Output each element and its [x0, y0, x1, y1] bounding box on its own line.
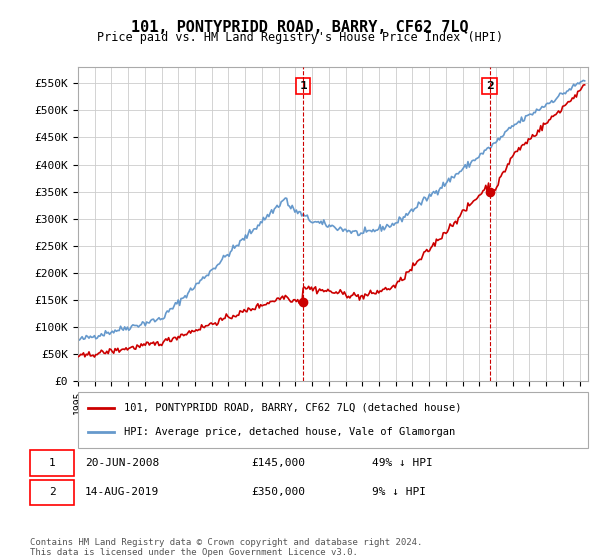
- Text: Contains HM Land Registry data © Crown copyright and database right 2024.
This d: Contains HM Land Registry data © Crown c…: [30, 538, 422, 557]
- Text: 2: 2: [49, 487, 55, 497]
- Text: Price paid vs. HM Land Registry's House Price Index (HPI): Price paid vs. HM Land Registry's House …: [97, 31, 503, 44]
- Text: 20-JUN-2008: 20-JUN-2008: [85, 458, 160, 468]
- Text: 49% ↓ HPI: 49% ↓ HPI: [372, 458, 433, 468]
- Text: 14-AUG-2019: 14-AUG-2019: [85, 487, 160, 497]
- Text: 2: 2: [486, 81, 494, 91]
- FancyBboxPatch shape: [30, 479, 74, 505]
- Text: 9% ↓ HPI: 9% ↓ HPI: [372, 487, 426, 497]
- Text: 101, PONTYPRIDD ROAD, BARRY, CF62 7LQ (detached house): 101, PONTYPRIDD ROAD, BARRY, CF62 7LQ (d…: [124, 403, 461, 413]
- Text: £350,000: £350,000: [251, 487, 305, 497]
- FancyBboxPatch shape: [78, 392, 588, 448]
- Text: 1: 1: [49, 458, 55, 468]
- Text: 101, PONTYPRIDD ROAD, BARRY, CF62 7LQ: 101, PONTYPRIDD ROAD, BARRY, CF62 7LQ: [131, 20, 469, 35]
- Text: 1: 1: [299, 81, 307, 91]
- Text: £145,000: £145,000: [251, 458, 305, 468]
- FancyBboxPatch shape: [30, 450, 74, 475]
- Text: HPI: Average price, detached house, Vale of Glamorgan: HPI: Average price, detached house, Vale…: [124, 427, 455, 437]
